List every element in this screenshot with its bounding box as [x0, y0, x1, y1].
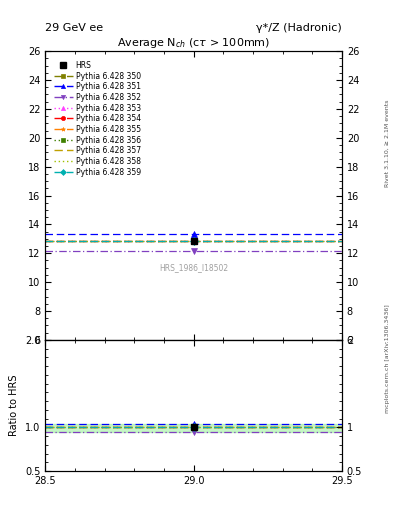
Text: 29 GeV ee: 29 GeV ee: [45, 23, 103, 33]
Text: mcplots.cern.ch [arXiv:1306.3436]: mcplots.cern.ch [arXiv:1306.3436]: [385, 304, 389, 413]
Title: Average N$_{ch}$ (c$\tau$ > 100mm): Average N$_{ch}$ (c$\tau$ > 100mm): [117, 36, 270, 50]
Bar: [45, 424, 342, 432]
Text: γ*/Z (Hadronic): γ*/Z (Hadronic): [256, 23, 342, 33]
Y-axis label: Ratio to HRS: Ratio to HRS: [9, 375, 19, 436]
Text: Rivet 3.1.10, ≥ 2.1M events: Rivet 3.1.10, ≥ 2.1M events: [385, 100, 389, 187]
Legend: HRS, Pythia 6.428 350, Pythia 6.428 351, Pythia 6.428 352, Pythia 6.428 353, Pyt: HRS, Pythia 6.428 350, Pythia 6.428 351,…: [52, 59, 142, 178]
Text: HRS_1986_I18502: HRS_1986_I18502: [159, 263, 228, 272]
